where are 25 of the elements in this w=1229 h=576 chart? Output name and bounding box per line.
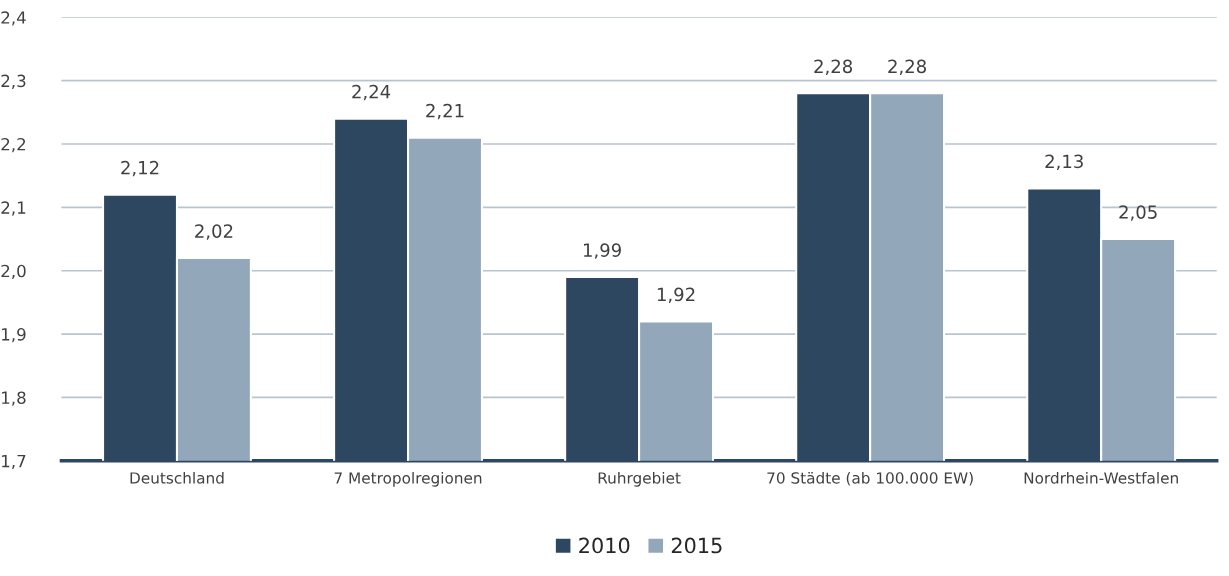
y-tick-label: 2,0: [1, 264, 26, 279]
data-label: 2,02: [195, 224, 233, 240]
y-tick-label: 1,8: [2, 391, 26, 406]
legend-label: 2010: [579, 537, 630, 554]
x-tick-label: 70 Städte (ab 100.000 EW): [767, 471, 973, 486]
y-tick-label: 2,2: [1, 137, 26, 153]
y-tick-label: 1,7: [2, 454, 26, 470]
data-label: 1,99: [583, 243, 621, 259]
x-tick-label: Nordrhein-Westfalen: [1024, 471, 1178, 484]
y-tick-label: 2,4: [1, 11, 26, 26]
data-label: 2,13: [1045, 154, 1083, 171]
data-label: 2,28: [814, 59, 853, 75]
x-tick-label: Deutschland: [130, 471, 224, 484]
data-label: 2,12: [121, 160, 159, 177]
legend-label: 2015: [671, 537, 722, 554]
data-label: 2,21: [426, 103, 464, 120]
data-label: 2,24: [352, 84, 391, 101]
data-label: 2,05: [1119, 205, 1157, 221]
y-tick-label: 2,3: [1, 74, 26, 89]
x-tick-label: Ruhrgebiet: [598, 471, 681, 487]
x-tick-label: 7 Metropolregionen: [334, 471, 482, 487]
y-tick-label: 2,1: [1, 201, 26, 216]
y-tick-label: 1,9: [2, 328, 26, 343]
data-label: 1,92: [657, 287, 695, 304]
data-label: 2,28: [888, 59, 926, 75]
